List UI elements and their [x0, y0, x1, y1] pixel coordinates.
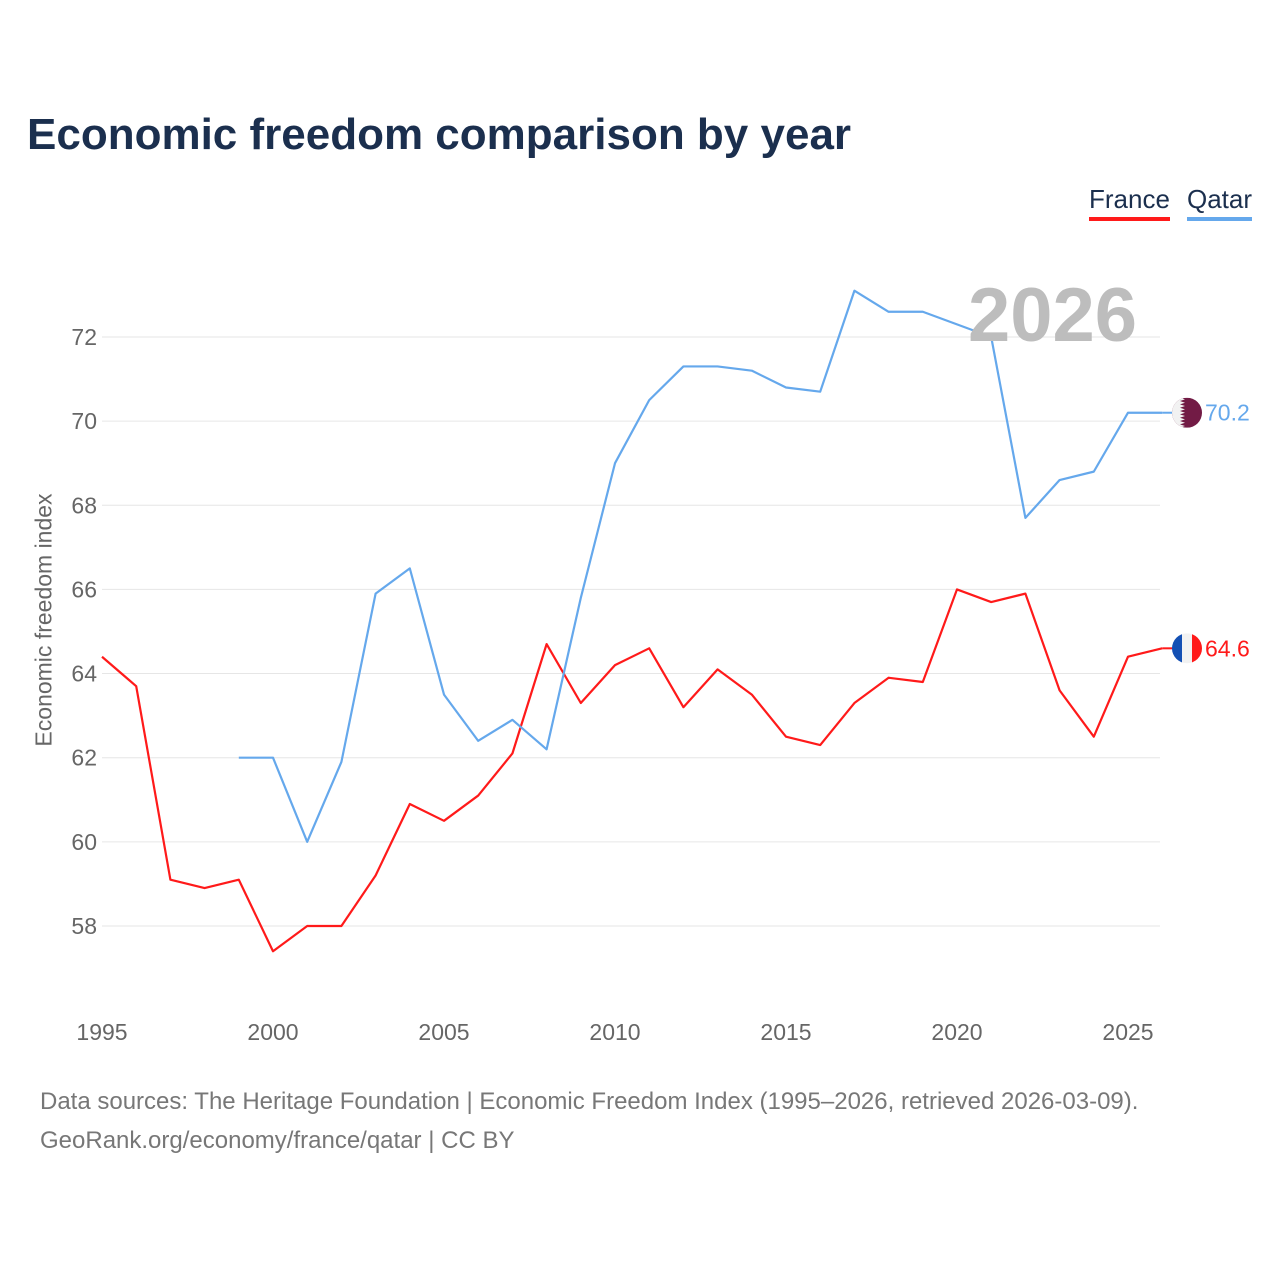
- x-tick-label: 2000: [247, 1019, 298, 1045]
- x-tick-label: 2005: [418, 1019, 469, 1045]
- legend-item-france[interactable]: France: [1089, 184, 1170, 221]
- x-tick-label: 2025: [1102, 1019, 1153, 1045]
- x-tick-label: 2020: [931, 1019, 982, 1045]
- series-line-france: [101, 588, 1163, 953]
- x-tick-label: 1995: [76, 1019, 127, 1045]
- flag-stripe-white: [1182, 633, 1192, 664]
- legend-item-qatar[interactable]: Qatar: [1187, 184, 1253, 221]
- qatar-flag-icon: [1172, 397, 1202, 428]
- flag-stripe-red: [1192, 633, 1202, 664]
- y-tick-label: 72: [71, 324, 97, 350]
- footer-sources: Data sources: The Heritage Foundation | …: [40, 1088, 1139, 1115]
- year-stamp: 2026: [968, 273, 1138, 358]
- y-tick-label: 70: [71, 408, 97, 434]
- flag-stripe-blue: [1172, 633, 1182, 664]
- flag-body: [1172, 397, 1202, 428]
- footer-link[interactable]: GeoRank.org/economy/france/qatar | CC BY: [40, 1127, 515, 1154]
- y-tick-label: 68: [71, 492, 97, 518]
- y-tick-label: 62: [71, 745, 97, 771]
- france-flag-icon: [1172, 633, 1202, 664]
- x-tick-label: 2015: [760, 1019, 811, 1045]
- flag-serrated-white: [1172, 397, 1185, 428]
- y-tick-label: 66: [71, 576, 97, 602]
- end-value-label-france: 64.6: [1205, 635, 1250, 661]
- x-tick-label: 2010: [589, 1019, 640, 1045]
- flag-body: [1172, 633, 1202, 664]
- y-tick-label: 58: [71, 913, 97, 939]
- y-tick-label: 64: [71, 661, 97, 687]
- end-value-label-qatar: 70.2: [1205, 400, 1250, 426]
- y-tick-label: 60: [71, 829, 97, 855]
- chart-title: Economic freedom comparison by year: [27, 110, 852, 159]
- series-line-qatar: [238, 289, 1163, 843]
